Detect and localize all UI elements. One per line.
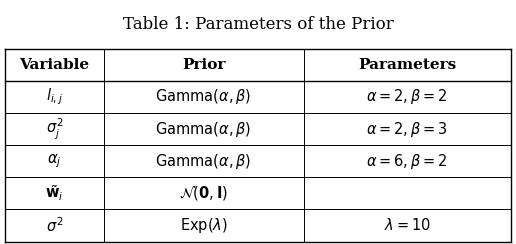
Text: Prior: Prior [182,58,225,72]
Text: $l_{i,j}$: $l_{i,j}$ [46,87,63,107]
Text: $\mathrm{Gamma}(\alpha, \beta)$: $\mathrm{Gamma}(\alpha, \beta)$ [155,88,252,106]
Text: $\alpha = 2, \beta = 3$: $\alpha = 2, \beta = 3$ [366,120,448,139]
Text: $\mathcal{N}(\mathbf{0}, \mathbf{I})$: $\mathcal{N}(\mathbf{0}, \mathbf{I})$ [179,184,228,202]
Text: $\mathrm{Exp}(\lambda)$: $\mathrm{Exp}(\lambda)$ [180,216,228,235]
Text: $\alpha = 2, \beta = 2$: $\alpha = 2, \beta = 2$ [366,88,448,106]
Text: $\mathrm{Gamma}(\alpha, \beta)$: $\mathrm{Gamma}(\alpha, \beta)$ [155,152,252,171]
Text: $\sigma_j^2$: $\sigma_j^2$ [46,117,63,142]
Text: $\mathrm{Gamma}(\alpha, \beta)$: $\mathrm{Gamma}(\alpha, \beta)$ [155,120,252,139]
Text: $\tilde{\mathbf{w}}_i$: $\tilde{\mathbf{w}}_i$ [45,183,63,203]
Text: Parameters: Parameters [358,58,456,72]
Text: Variable: Variable [20,58,90,72]
Text: $\alpha = 6, \beta = 2$: $\alpha = 6, \beta = 2$ [366,152,448,171]
Text: $\sigma^2$: $\sigma^2$ [46,216,63,235]
Text: $\alpha_j$: $\alpha_j$ [47,152,62,170]
Text: Table 1: Parameters of the Prior: Table 1: Parameters of the Prior [123,16,393,33]
Text: $\lambda = 10$: $\lambda = 10$ [384,217,431,234]
